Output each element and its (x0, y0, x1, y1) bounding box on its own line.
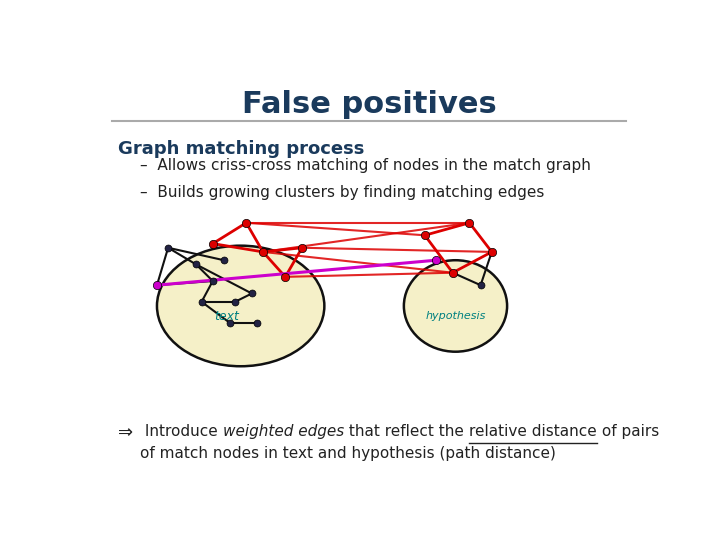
Text: False positives: False positives (242, 90, 496, 119)
Text: –  Builds growing clusters by finding matching edges: – Builds growing clusters by finding mat… (140, 185, 544, 200)
Text: of match nodes in text and hypothesis (path distance): of match nodes in text and hypothesis (p… (140, 446, 556, 461)
Text: text: text (215, 310, 239, 323)
Text: of pairs: of pairs (597, 424, 659, 440)
Text: relative distance: relative distance (469, 424, 597, 440)
Ellipse shape (404, 260, 507, 352)
Text: weighted edges: weighted edges (223, 424, 344, 440)
Ellipse shape (157, 246, 324, 366)
Text: Introduce: Introduce (140, 424, 223, 440)
Text: hypothesis: hypothesis (426, 312, 486, 321)
Text: Graph matching process: Graph matching process (118, 140, 364, 158)
Text: that reflect the: that reflect the (344, 424, 469, 440)
Text: ⇒: ⇒ (118, 424, 133, 442)
Text: –  Allows criss-cross matching of nodes in the match graph: – Allows criss-cross matching of nodes i… (140, 158, 591, 173)
